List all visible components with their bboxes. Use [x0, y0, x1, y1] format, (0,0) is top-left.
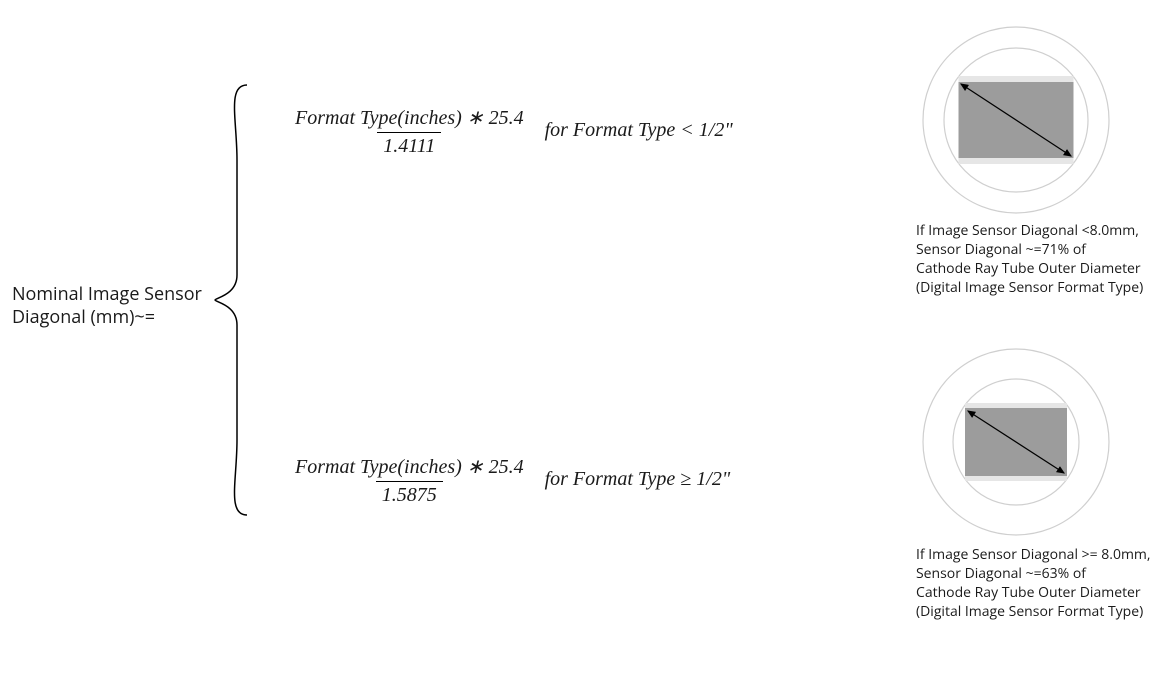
- fraction-1: Format Type(inches) ∗ 25.4 1.4111: [289, 105, 530, 158]
- lhs-label: Nominal Image Sensor Diagonal (mm)~=: [12, 283, 202, 330]
- caption-1-line2: Sensor Diagonal ~=71% of: [916, 240, 1086, 259]
- fraction-2-denominator: 1.5875: [376, 481, 443, 507]
- sensor-diagram-1: [916, 20, 1116, 225]
- caption-1-line3: Cathode Ray Tube Outer Diameter: [916, 259, 1141, 278]
- formula-case-1: Format Type(inches) ∗ 25.4 1.4111 for Fo…: [285, 105, 733, 158]
- formula-case-2: Format Type(inches) ∗ 25.4 1.5875 for Fo…: [285, 454, 730, 507]
- caption-2-line2: Sensor Diagonal ~=63% of: [916, 564, 1086, 583]
- caption-1-line1: If Image Sensor Diagonal <8.0mm,: [916, 221, 1139, 240]
- lhs-label-line1: Nominal Image Sensor: [12, 282, 202, 306]
- fraction-1-denominator: 1.4111: [377, 132, 441, 158]
- curly-brace-icon: [207, 80, 257, 520]
- lhs-label-line2: Diagonal (mm)~=: [12, 305, 155, 329]
- formula-2-condition: for Format Type ≥ 1/2": [545, 468, 731, 490]
- fraction-2-numerator: Format Type(inches) ∗ 25.4: [289, 454, 530, 481]
- formula-1-condition: for Format Type < 1/2": [545, 119, 733, 141]
- fraction-2: Format Type(inches) ∗ 25.4 1.5875: [289, 454, 530, 507]
- caption-2-line1: If Image Sensor Diagonal >= 8.0mm,: [916, 545, 1151, 564]
- diagram-2-caption: If Image Sensor Diagonal >= 8.0mm, Senso…: [916, 546, 1151, 622]
- caption-2-line4: (Digital Image Sensor Format Type): [916, 602, 1143, 621]
- caption-2-line3: Cathode Ray Tube Outer Diameter: [916, 583, 1141, 602]
- fraction-1-numerator: Format Type(inches) ∗ 25.4: [289, 105, 530, 132]
- sensor-diagram-2: [916, 342, 1116, 547]
- diagram-1-caption: If Image Sensor Diagonal <8.0mm, Sensor …: [916, 222, 1143, 298]
- caption-1-line4: (Digital Image Sensor Format Type): [916, 278, 1143, 297]
- diagram-root: Nominal Image Sensor Diagonal (mm)~= For…: [0, 0, 1165, 676]
